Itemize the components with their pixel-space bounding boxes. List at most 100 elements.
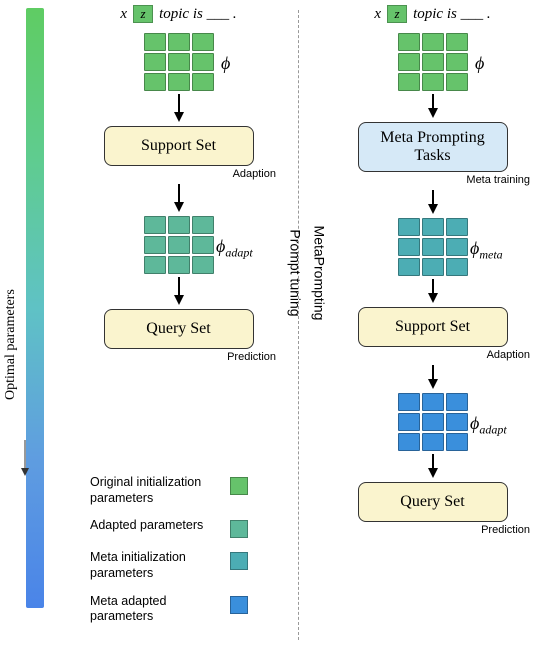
legend-row-meta-adapted: Meta adapted parameters	[90, 594, 248, 625]
phi-adapt-label-right: ϕadapt	[470, 413, 507, 438]
legend-text: Meta adapted parameters	[90, 594, 220, 625]
param-cell	[446, 238, 468, 256]
z-box: z	[387, 5, 407, 23]
param-cell	[422, 53, 444, 71]
param-cell	[422, 218, 444, 236]
phi-label: ϕ	[221, 53, 230, 74]
phi-sub: meta	[479, 248, 502, 262]
param-cell	[422, 73, 444, 91]
phi-sub: adapt	[225, 246, 252, 260]
param-cell	[398, 433, 420, 451]
arrow-down-icon	[66, 94, 291, 122]
phi-grid-meta-init	[398, 218, 468, 276]
phi-grid-adapted	[144, 216, 214, 274]
phi-grid-original	[144, 33, 214, 91]
param-cell	[192, 73, 214, 91]
gradient-bar	[26, 8, 44, 608]
arrow-down-icon	[66, 184, 291, 212]
param-cell	[398, 393, 420, 411]
meta-tasks-line2: Tasks	[365, 147, 501, 165]
param-cell	[168, 53, 190, 71]
param-cell	[398, 73, 420, 91]
param-cell	[398, 258, 420, 276]
prediction-label-right: Prediction	[320, 524, 542, 536]
param-cell	[446, 413, 468, 431]
param-cell	[446, 33, 468, 51]
param-cell	[192, 53, 214, 71]
meta-tasks-line1: Meta Prompting	[365, 129, 501, 147]
legend-text: Original initialization parameters	[90, 475, 220, 506]
param-cell	[446, 258, 468, 276]
legend-row-adapted: Adapted parameters	[90, 518, 248, 538]
metaprompting-vlabel: MetaPrompting	[311, 226, 327, 321]
param-cell	[168, 33, 190, 51]
arrow-down-icon	[320, 190, 542, 214]
param-cell	[422, 413, 444, 431]
query-set-box: Query Set	[104, 309, 254, 349]
legend-swatch-adapted	[230, 520, 248, 538]
phi-meta-label: ϕmeta	[470, 238, 503, 263]
param-cell	[144, 33, 166, 51]
param-cell	[422, 393, 444, 411]
param-cell	[398, 238, 420, 256]
query-set-box-right: Query Set	[358, 482, 508, 522]
legend: Original initialization parameters Adapt…	[90, 475, 248, 637]
param-cell	[192, 33, 214, 51]
param-cell	[446, 218, 468, 236]
z-box: z	[133, 5, 153, 23]
param-cell	[422, 33, 444, 51]
phi-sub: adapt	[479, 423, 506, 437]
arrow-down-icon	[320, 365, 542, 389]
legend-text: Adapted parameters	[90, 518, 220, 534]
legend-row-original: Original initialization parameters	[90, 475, 248, 506]
param-cell	[422, 258, 444, 276]
phi-adapt-label: ϕadapt	[216, 236, 253, 261]
phi-sym: ϕ	[470, 413, 479, 433]
param-cell	[144, 53, 166, 71]
arrow-down-icon	[320, 94, 542, 118]
prediction-label: Prediction	[66, 351, 291, 363]
arrow-down-icon	[320, 279, 542, 303]
adaption-label: Adaption	[66, 168, 291, 180]
phi-grid-meta-adapted	[398, 393, 468, 451]
phi-sym: ϕ	[470, 238, 479, 258]
param-cell	[168, 73, 190, 91]
legend-swatch-meta-init	[230, 552, 248, 570]
param-cell	[446, 53, 468, 71]
param-cell	[144, 73, 166, 91]
topic-text: topic is ___ .	[413, 6, 491, 23]
phi-grid-original-right	[398, 33, 468, 91]
adaption-label-right: Adaption	[320, 349, 542, 361]
phi-label: ϕ	[475, 53, 484, 74]
right-column: x z topic is ___ . ϕ Meta Prompting Task…	[320, 5, 542, 540]
meta-prompting-tasks-box: Meta Prompting Tasks	[358, 122, 508, 172]
param-cell	[398, 218, 420, 236]
param-cell	[168, 236, 190, 254]
param-cell	[168, 256, 190, 274]
query-set-label: Query Set	[400, 493, 464, 510]
param-cell	[422, 433, 444, 451]
left-column: x z topic is ___ . ϕ Support Set Adaptio…	[66, 5, 291, 367]
support-set-label: Support Set	[141, 137, 216, 154]
prompt-template-left: x z topic is ___ .	[66, 5, 291, 23]
meta-training-label: Meta training	[320, 174, 542, 186]
legend-swatch-original	[230, 477, 248, 495]
support-set-box-right: Support Set	[358, 307, 508, 347]
z-var: z	[141, 6, 146, 22]
arrow-down-icon	[66, 277, 291, 305]
param-cell	[446, 73, 468, 91]
arrow-down-icon	[320, 454, 542, 478]
x-var: x	[374, 6, 381, 23]
param-cell	[144, 236, 166, 254]
query-set-label: Query Set	[146, 320, 210, 337]
legend-text: Meta initialization parameters	[90, 550, 220, 581]
x-var: x	[120, 6, 127, 23]
prompt-template-right: x z topic is ___ .	[320, 5, 542, 23]
param-cell	[398, 413, 420, 431]
param-cell	[422, 238, 444, 256]
legend-swatch-meta-adapted	[230, 596, 248, 614]
z-var: z	[395, 6, 400, 22]
prompt-tuning-vlabel: Prompt tuning	[288, 229, 304, 316]
param-cell	[398, 33, 420, 51]
param-cell	[192, 216, 214, 234]
